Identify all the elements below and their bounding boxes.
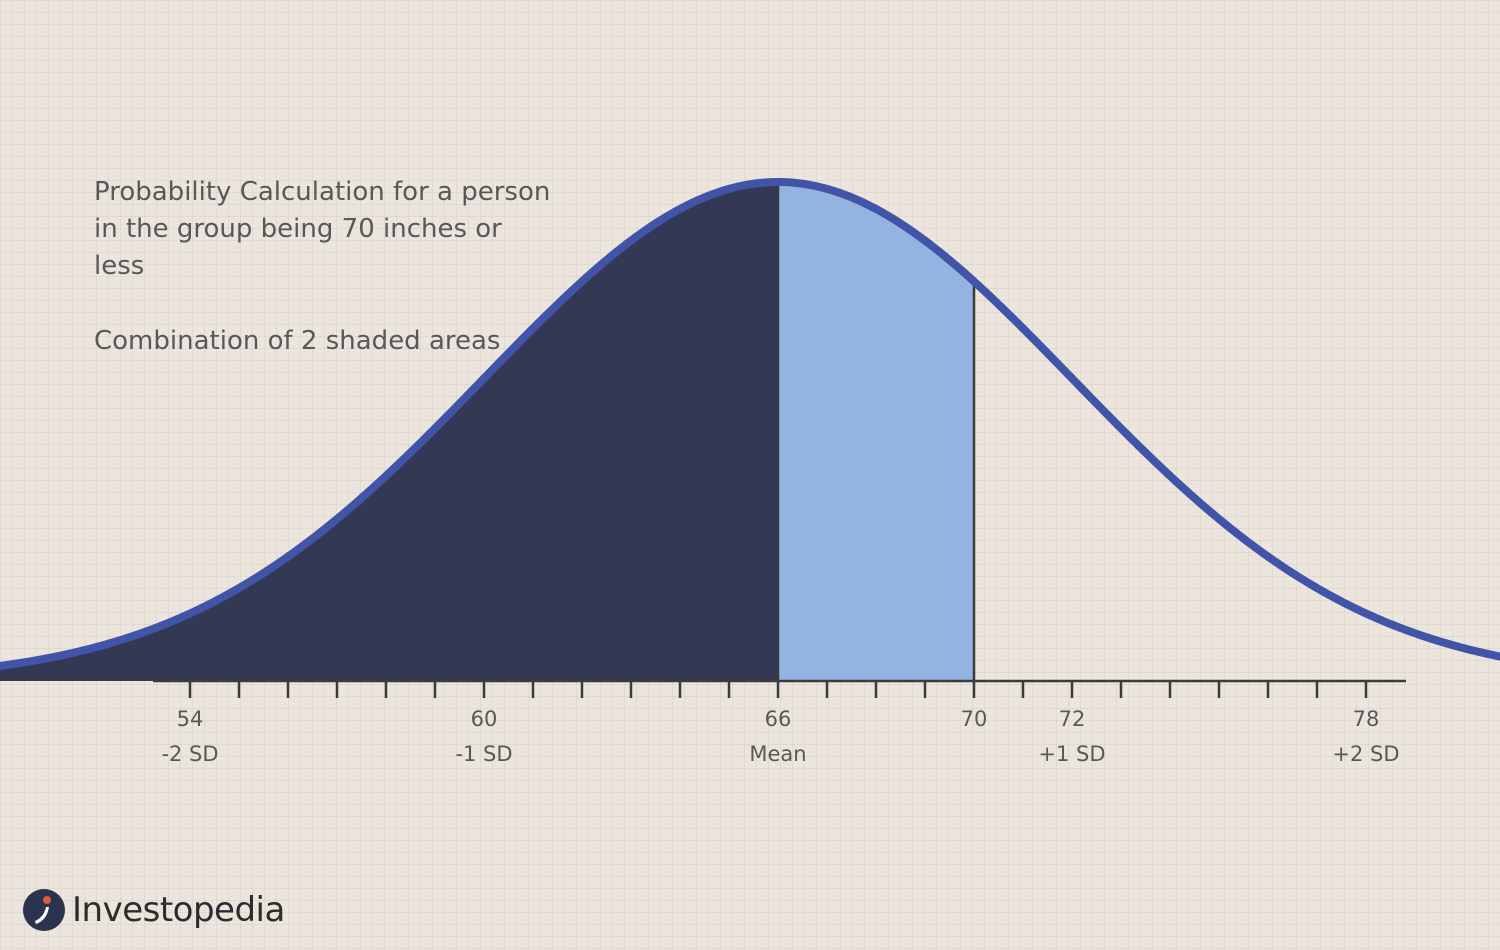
chart-subtitle: Combination of 2 shaded areas — [94, 326, 501, 356]
tick-label-78: 78 — [1353, 707, 1380, 731]
sd-label-66: Mean — [749, 742, 806, 766]
tick-label-66: 66 — [765, 707, 792, 731]
tick-label-72: 72 — [1059, 707, 1086, 731]
investopedia-logo-icon — [23, 889, 65, 931]
sd-label-72: +1 SD — [1038, 742, 1105, 766]
sd-label-78: +2 SD — [1332, 742, 1399, 766]
brand-logo: Investopedia — [22, 884, 285, 936]
shaded-area-1 — [0, 182, 778, 681]
tick-label-60: 60 — [471, 707, 498, 731]
sd-label-60: -1 SD — [455, 742, 512, 766]
distribution-curve — [0, 178, 1500, 670]
tick-label-54: 54 — [177, 707, 204, 731]
chart-title: Probability Calculation for a person in … — [94, 177, 551, 281]
sd-label-54: -2 SD — [161, 742, 218, 766]
shaded-area-2 — [778, 182, 974, 681]
tick-label-70: 70 — [961, 707, 988, 731]
brand-name: Investopedia — [72, 890, 285, 930]
